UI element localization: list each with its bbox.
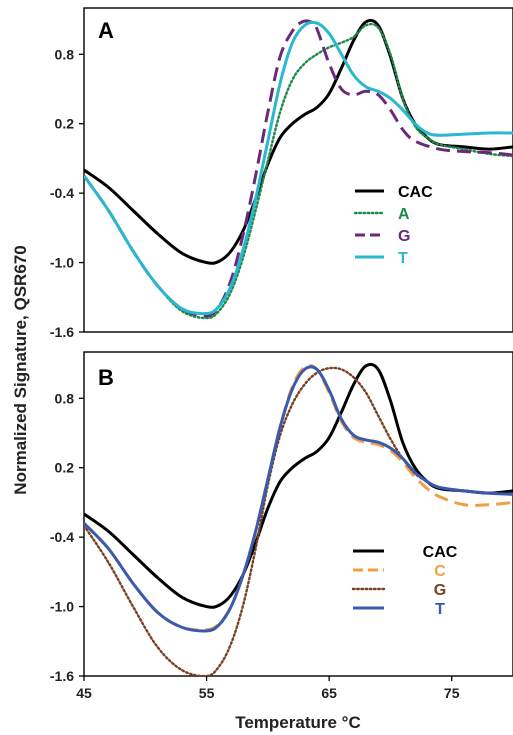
y-tick-label: 0.8 <box>55 390 75 406</box>
series-line-g <box>84 366 513 676</box>
y-axis-title: Normalized Signature, QSR670 <box>11 245 30 494</box>
legend-label-a: A <box>398 206 410 223</box>
series-line-cac <box>84 362 513 609</box>
x-tick-label: 65 <box>321 685 337 701</box>
series-line-c <box>84 363 513 632</box>
panel-label: A <box>98 18 114 43</box>
y-tick-label: -1.0 <box>50 255 74 271</box>
series-line-cac <box>84 18 513 265</box>
series-line-a <box>84 22 513 320</box>
legend-label-c: C <box>434 563 446 580</box>
y-tick-label: -1.0 <box>50 599 74 615</box>
plot-frame-a <box>83 7 513 333</box>
x-tick-label: 55 <box>199 685 215 701</box>
legend-label-cac: CAC <box>423 544 458 561</box>
x-tick-label: 75 <box>444 685 460 701</box>
panel-label: B <box>98 365 114 390</box>
legend-label-t: T <box>398 250 408 267</box>
y-tick-label: -1.6 <box>50 668 74 684</box>
plot-frame-b <box>83 351 513 677</box>
y-tick-label: 0.2 <box>55 460 75 476</box>
y-tick-label: -1.6 <box>50 324 74 340</box>
y-tick-label: -0.4 <box>50 185 74 201</box>
x-axis-title: Temperature °C <box>235 713 361 732</box>
y-tick-label: -0.4 <box>50 529 74 545</box>
y-tick-label: 0.2 <box>55 116 75 132</box>
panel-b: -1.6 -1.0 -0.4 0.2 0.8 45 55 65 75 B CAC CGT <box>50 351 513 701</box>
x-tick-label: 45 <box>76 685 92 701</box>
series-line-t <box>84 365 513 633</box>
legend-label-g: G <box>434 582 446 599</box>
series-line-t <box>84 20 513 316</box>
legend-label-t: T <box>435 601 445 618</box>
legend-label-cac: CAC <box>398 184 433 201</box>
legend-label-g: G <box>398 228 410 245</box>
y-tick-label: 0.8 <box>55 46 75 62</box>
